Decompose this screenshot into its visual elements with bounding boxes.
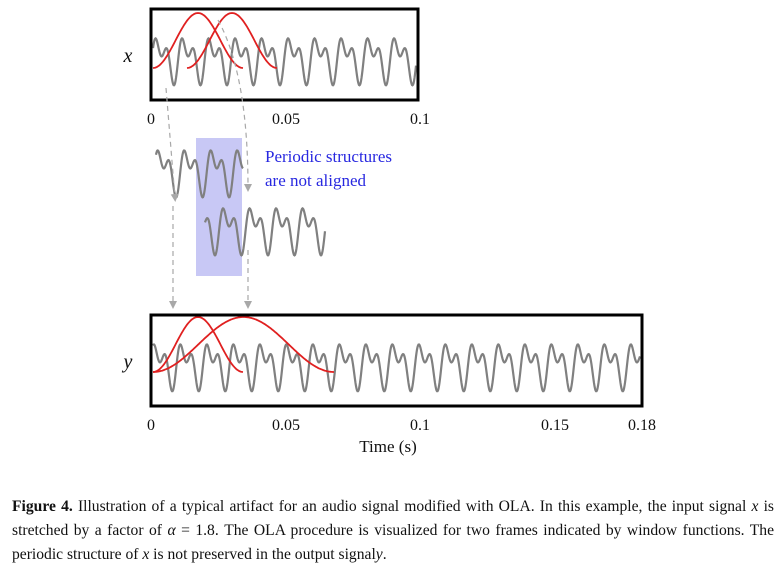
caption-var-y: y [375,546,383,563]
caption-text: Illustration of a typical artifact for a… [77,498,747,515]
annotation-line-2: are not aligned [265,171,367,190]
input-window-frame-1 [152,12,244,69]
output-tick-label: 0.18 [628,417,656,434]
output-signal-panel: y 0 0.05 0.1 0.15 0.18 Time (s) [122,313,656,456]
ola-figure: x 0 0.05 0.1 Periodic structures are not… [122,7,656,456]
arrow-frame2-extract [217,19,252,192]
input-signal-panel: x 0 0.05 0.1 [123,7,430,128]
output-signal-frame [149,313,644,408]
input-window-frame-2 [186,12,278,69]
input-signal-label: x [123,45,133,67]
output-waveform [152,343,642,393]
output-tick-label: 0 [147,417,155,434]
extracted-frame-2 [203,207,327,257]
input-tick-label: 0 [147,111,155,128]
output-window-frame-1 [152,316,244,373]
output-signal-label: y [122,351,133,373]
caption-text: . [382,546,387,563]
annotation-line-1: Periodic structures [265,147,392,166]
input-tick-label: 0.1 [410,111,430,128]
output-tick-label: 0.1 [410,417,430,434]
figure-caption: Figure 4. Illustration of a typical arti… [12,495,774,567]
caption-label: Figure 4. [12,498,73,515]
caption-var-x: x [751,498,759,515]
caption-text: = 1.8. The OLA procedure is visualized f… [12,522,774,563]
input-waveform [151,37,418,87]
caption-alpha: α [167,522,176,539]
time-axis-label: Time (s) [359,437,416,456]
output-tick-label: 0.05 [272,417,300,434]
caption-text: is not preserved in the output signal [153,546,376,563]
caption-text: is stretched by a factor of [12,498,774,539]
input-tick-label: 0.05 [272,111,300,128]
frame-arrows [165,19,252,309]
caption-var-x: x [142,546,150,563]
output-window-frame-2 [153,316,334,373]
extracted-frame-1 [154,149,244,199]
arrow-frame1-extract [165,87,179,202]
output-tick-label: 0.15 [541,417,569,434]
input-signal-frame [149,7,420,102]
